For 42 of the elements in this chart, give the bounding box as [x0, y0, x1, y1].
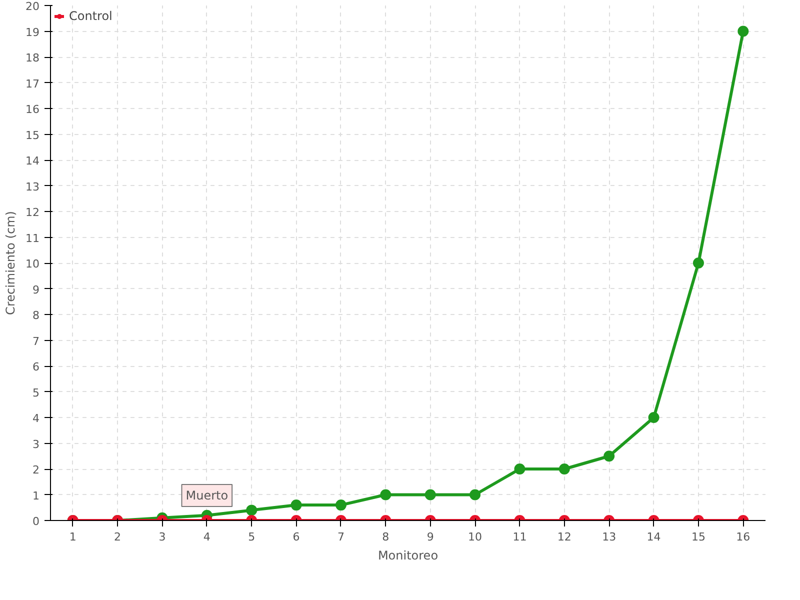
x-tick-label: 4 [203, 530, 210, 544]
x-tick-label: 16 [736, 530, 750, 544]
y-tick-label: 6 [32, 360, 40, 374]
y-tick-label: 4 [32, 412, 40, 425]
x-tick-label: 15 [691, 530, 706, 544]
y-tick-label: 17 [26, 77, 40, 90]
x-tick-label: 14 [646, 530, 661, 544]
x-tick-label: 9 [426, 530, 434, 544]
x-tick-label: 10 [468, 530, 482, 544]
y-tick-label: 5 [32, 386, 40, 400]
y-tick-label: 3 [32, 438, 40, 451]
y-axis-title: Crecimiento (cm) [4, 211, 18, 315]
y-tick-label: 13 [26, 180, 40, 194]
y-tick-label: 12 [26, 206, 40, 219]
x-tick-label: 2 [114, 530, 122, 544]
y-tick-label: 2 [32, 464, 40, 476]
y-tick-label: 7 [32, 334, 40, 348]
legend-label: Control [69, 9, 112, 23]
y-tick-label: 20 [26, 0, 40, 13]
y-tick-label: 0 [32, 515, 40, 528]
x-tick-label: 1 [69, 530, 76, 544]
x-tick-label: 3 [158, 530, 166, 544]
y-tick-label: 9 [32, 283, 40, 296]
point [692, 258, 704, 268]
y-tick-label: 11 [26, 232, 40, 245]
y-tick-label: 10 [26, 258, 40, 270]
x-tick-label: 11 [512, 530, 527, 544]
x-tick-label: 6 [292, 530, 300, 544]
x-tick-label: 13 [602, 530, 616, 544]
y-tick-label: 18 [26, 52, 40, 64]
x-tick-label: 5 [248, 530, 256, 544]
y-tick-label: 19 [26, 26, 40, 39]
y-tick-label: 1 [32, 489, 40, 502]
x-tick-label: 12 [557, 530, 572, 544]
x-tick-label: 7 [337, 530, 344, 544]
y-tick-label: 15 [26, 128, 40, 142]
x-tick-label: 8 [382, 530, 390, 544]
annotation: Muerto [186, 488, 228, 502]
x-axis-title: Monitoreo [378, 548, 438, 562]
y-tick-label: 16 [26, 103, 40, 116]
y-tick-label: 14 [26, 154, 40, 168]
y-tick-label: 8 [32, 309, 40, 322]
